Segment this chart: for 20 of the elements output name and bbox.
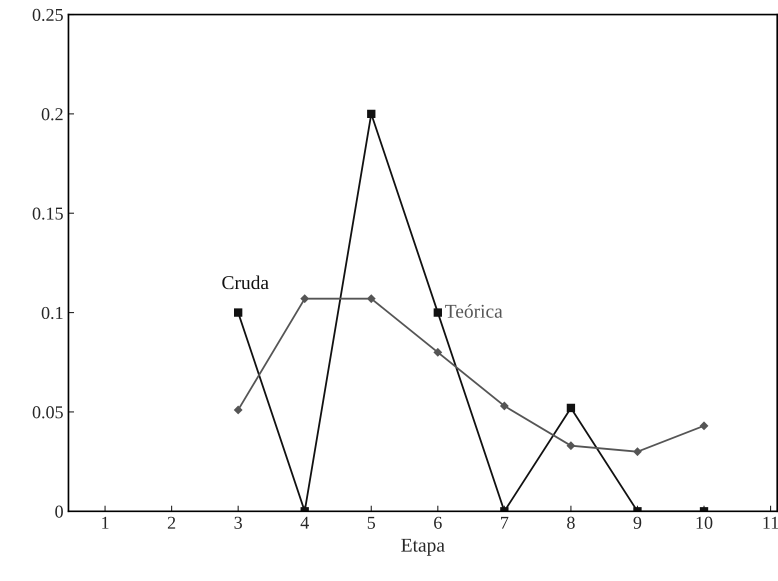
y-tick-label: 0.1 [42, 306, 63, 320]
y-tick-label: 0.2 [42, 108, 63, 120]
x-tick-label: 1 [102, 516, 108, 529]
x-tick-label: 7 [501, 516, 508, 529]
x-tick-label: 10 [696, 516, 712, 529]
x-tick-label: 2 [168, 516, 176, 529]
y-tick-label: 0.05 [32, 406, 63, 418]
x-tick-label: 6 [434, 516, 442, 529]
y-tick-label: 0 [55, 506, 63, 518]
series-label: Teórica [445, 304, 502, 318]
x-tick-label: 9 [634, 516, 642, 529]
x-tick-label: 4 [300, 516, 309, 529]
series-label: Cruda [222, 276, 269, 290]
x-tick-label: 5 [368, 516, 376, 529]
y-tick-label: 0.25 [32, 8, 63, 22]
y-tick-label: 0.15 [32, 207, 63, 220]
x-tick-label: 11 [763, 516, 778, 529]
x-axis-title: Etapa [401, 538, 445, 556]
x-tick-label: 8 [567, 516, 575, 529]
x-tick-label: 3 [234, 516, 242, 529]
